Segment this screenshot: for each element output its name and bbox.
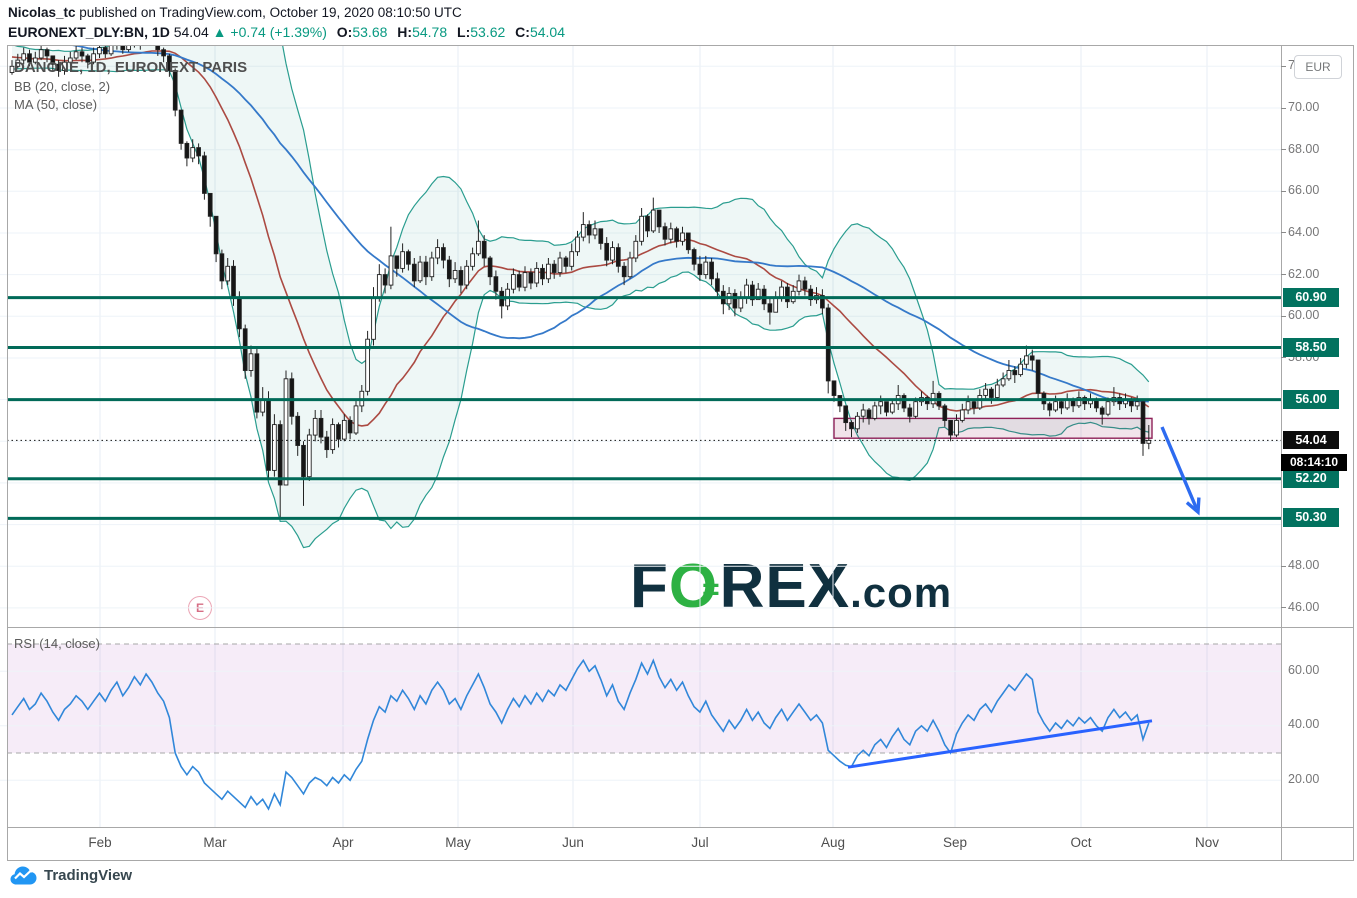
month-label: Sep <box>942 835 968 850</box>
currency-button[interactable]: EUR <box>1294 55 1342 79</box>
low-value: 53.62 <box>470 24 506 40</box>
price-tick-mark <box>1281 149 1286 150</box>
rsi-tick-label: 20.00 <box>1288 772 1320 786</box>
month-label: Jul <box>691 835 709 850</box>
price-tick-mark <box>1281 566 1286 567</box>
countdown-label: 08:14:10 <box>1281 454 1347 471</box>
level-axis-label: 52.20 <box>1283 469 1339 488</box>
symbol-info-bar: EURONEXT_DLY:BN, 1D 54.04 ▲ +0.74 (+1.39… <box>8 24 565 40</box>
last-price: 54.04 <box>173 24 209 40</box>
price-tick-mark <box>1281 66 1286 67</box>
month-label: Mar <box>203 835 227 850</box>
price-tick-label: 66.00 <box>1288 183 1320 198</box>
month-label: Oct <box>1070 835 1092 850</box>
last-price-axis-label: 54.04 <box>1283 431 1339 449</box>
close-label: C: <box>515 24 530 40</box>
symbol-name: EURONEXT_DLY:BN, 1D <box>8 24 170 40</box>
high-value: 54.78 <box>412 24 448 40</box>
price-tick-mark <box>1281 316 1286 317</box>
open-value: 53.68 <box>352 24 388 40</box>
tradingview-cloud-icon <box>10 866 37 885</box>
price-tick-mark <box>1281 232 1286 233</box>
rsi-band-fill <box>7 644 1281 753</box>
rsi-tick-label: 60.00 <box>1288 663 1320 677</box>
high-label: H: <box>397 24 413 40</box>
timeaxis-bottom-border <box>7 860 1354 861</box>
price-projection-arrow <box>1160 426 1198 509</box>
author-name: Nicolas_tc <box>8 5 76 20</box>
open-label: O: <box>336 24 353 40</box>
level-axis-label: 50.30 <box>1283 508 1339 527</box>
up-triangle-icon: ▲ <box>212 24 227 40</box>
price-tick-label: 70.00 <box>1288 100 1320 114</box>
watermark-euro-bars: = <box>702 573 719 606</box>
price-tick-label: 46.00 <box>1288 599 1320 614</box>
close-value: 54.04 <box>529 24 565 40</box>
price-tick-label: 68.00 <box>1288 141 1320 156</box>
month-label: Jun <box>562 835 584 850</box>
price-tick-mark <box>1281 357 1286 358</box>
rsi-bottom-border <box>7 827 1354 828</box>
ma50-line <box>67 45 1149 403</box>
price-tick-mark <box>1281 274 1286 275</box>
price-tick-label: 48.00 <box>1288 558 1320 573</box>
tradingview-brand-text: TradingView <box>44 867 133 884</box>
level-axis-label: 56.00 <box>1283 390 1339 409</box>
tradingview-logo[interactable]: TradingView <box>10 866 132 885</box>
level-axis-label: 58.50 <box>1283 338 1339 357</box>
right-border <box>1353 45 1354 861</box>
bb-basis-line <box>11 50 1150 427</box>
bb-upper-line <box>11 45 1150 390</box>
published-text: published on TradingView.com, October 19… <box>75 5 462 20</box>
price-tick-mark <box>1281 607 1286 608</box>
month-label: Apr <box>332 835 354 850</box>
candles <box>9 45 1152 518</box>
price-change: +0.74 (+1.39%) <box>230 24 327 40</box>
rsi-line <box>11 658 1150 811</box>
pane-top-border <box>7 45 1354 46</box>
month-label: Aug <box>820 835 846 850</box>
month-label: Feb <box>88 835 112 850</box>
price-tick-mark <box>1281 108 1286 109</box>
bb-lower-line <box>11 67 1149 549</box>
left-border <box>7 45 8 861</box>
price-pane[interactable] <box>0 45 1281 627</box>
watermark-f: F <box>630 552 669 621</box>
supply-zone-box <box>833 417 1153 439</box>
price-tick-label: 60.00 <box>1288 308 1320 323</box>
rsi-pane[interactable] <box>0 628 1281 827</box>
price-tick-mark <box>1281 191 1286 192</box>
month-label: May <box>445 835 471 850</box>
price-tick-label: 62.00 <box>1288 266 1320 281</box>
price-tick-label: 64.00 <box>1288 224 1320 239</box>
low-label: L: <box>457 24 471 40</box>
level-axis-label: 60.90 <box>1283 288 1339 307</box>
watermark-o: O <box>668 552 719 621</box>
month-label: Nov <box>1194 835 1220 850</box>
watermark-rex: REX <box>719 552 851 621</box>
rsi-trendline <box>847 719 1153 769</box>
pane-divider <box>7 627 1354 628</box>
price-scale-border <box>1281 45 1282 861</box>
rsi-tick-label: 40.00 <box>1288 717 1320 731</box>
attribution-line: Nicolas_tc published on TradingView.com,… <box>8 5 462 20</box>
